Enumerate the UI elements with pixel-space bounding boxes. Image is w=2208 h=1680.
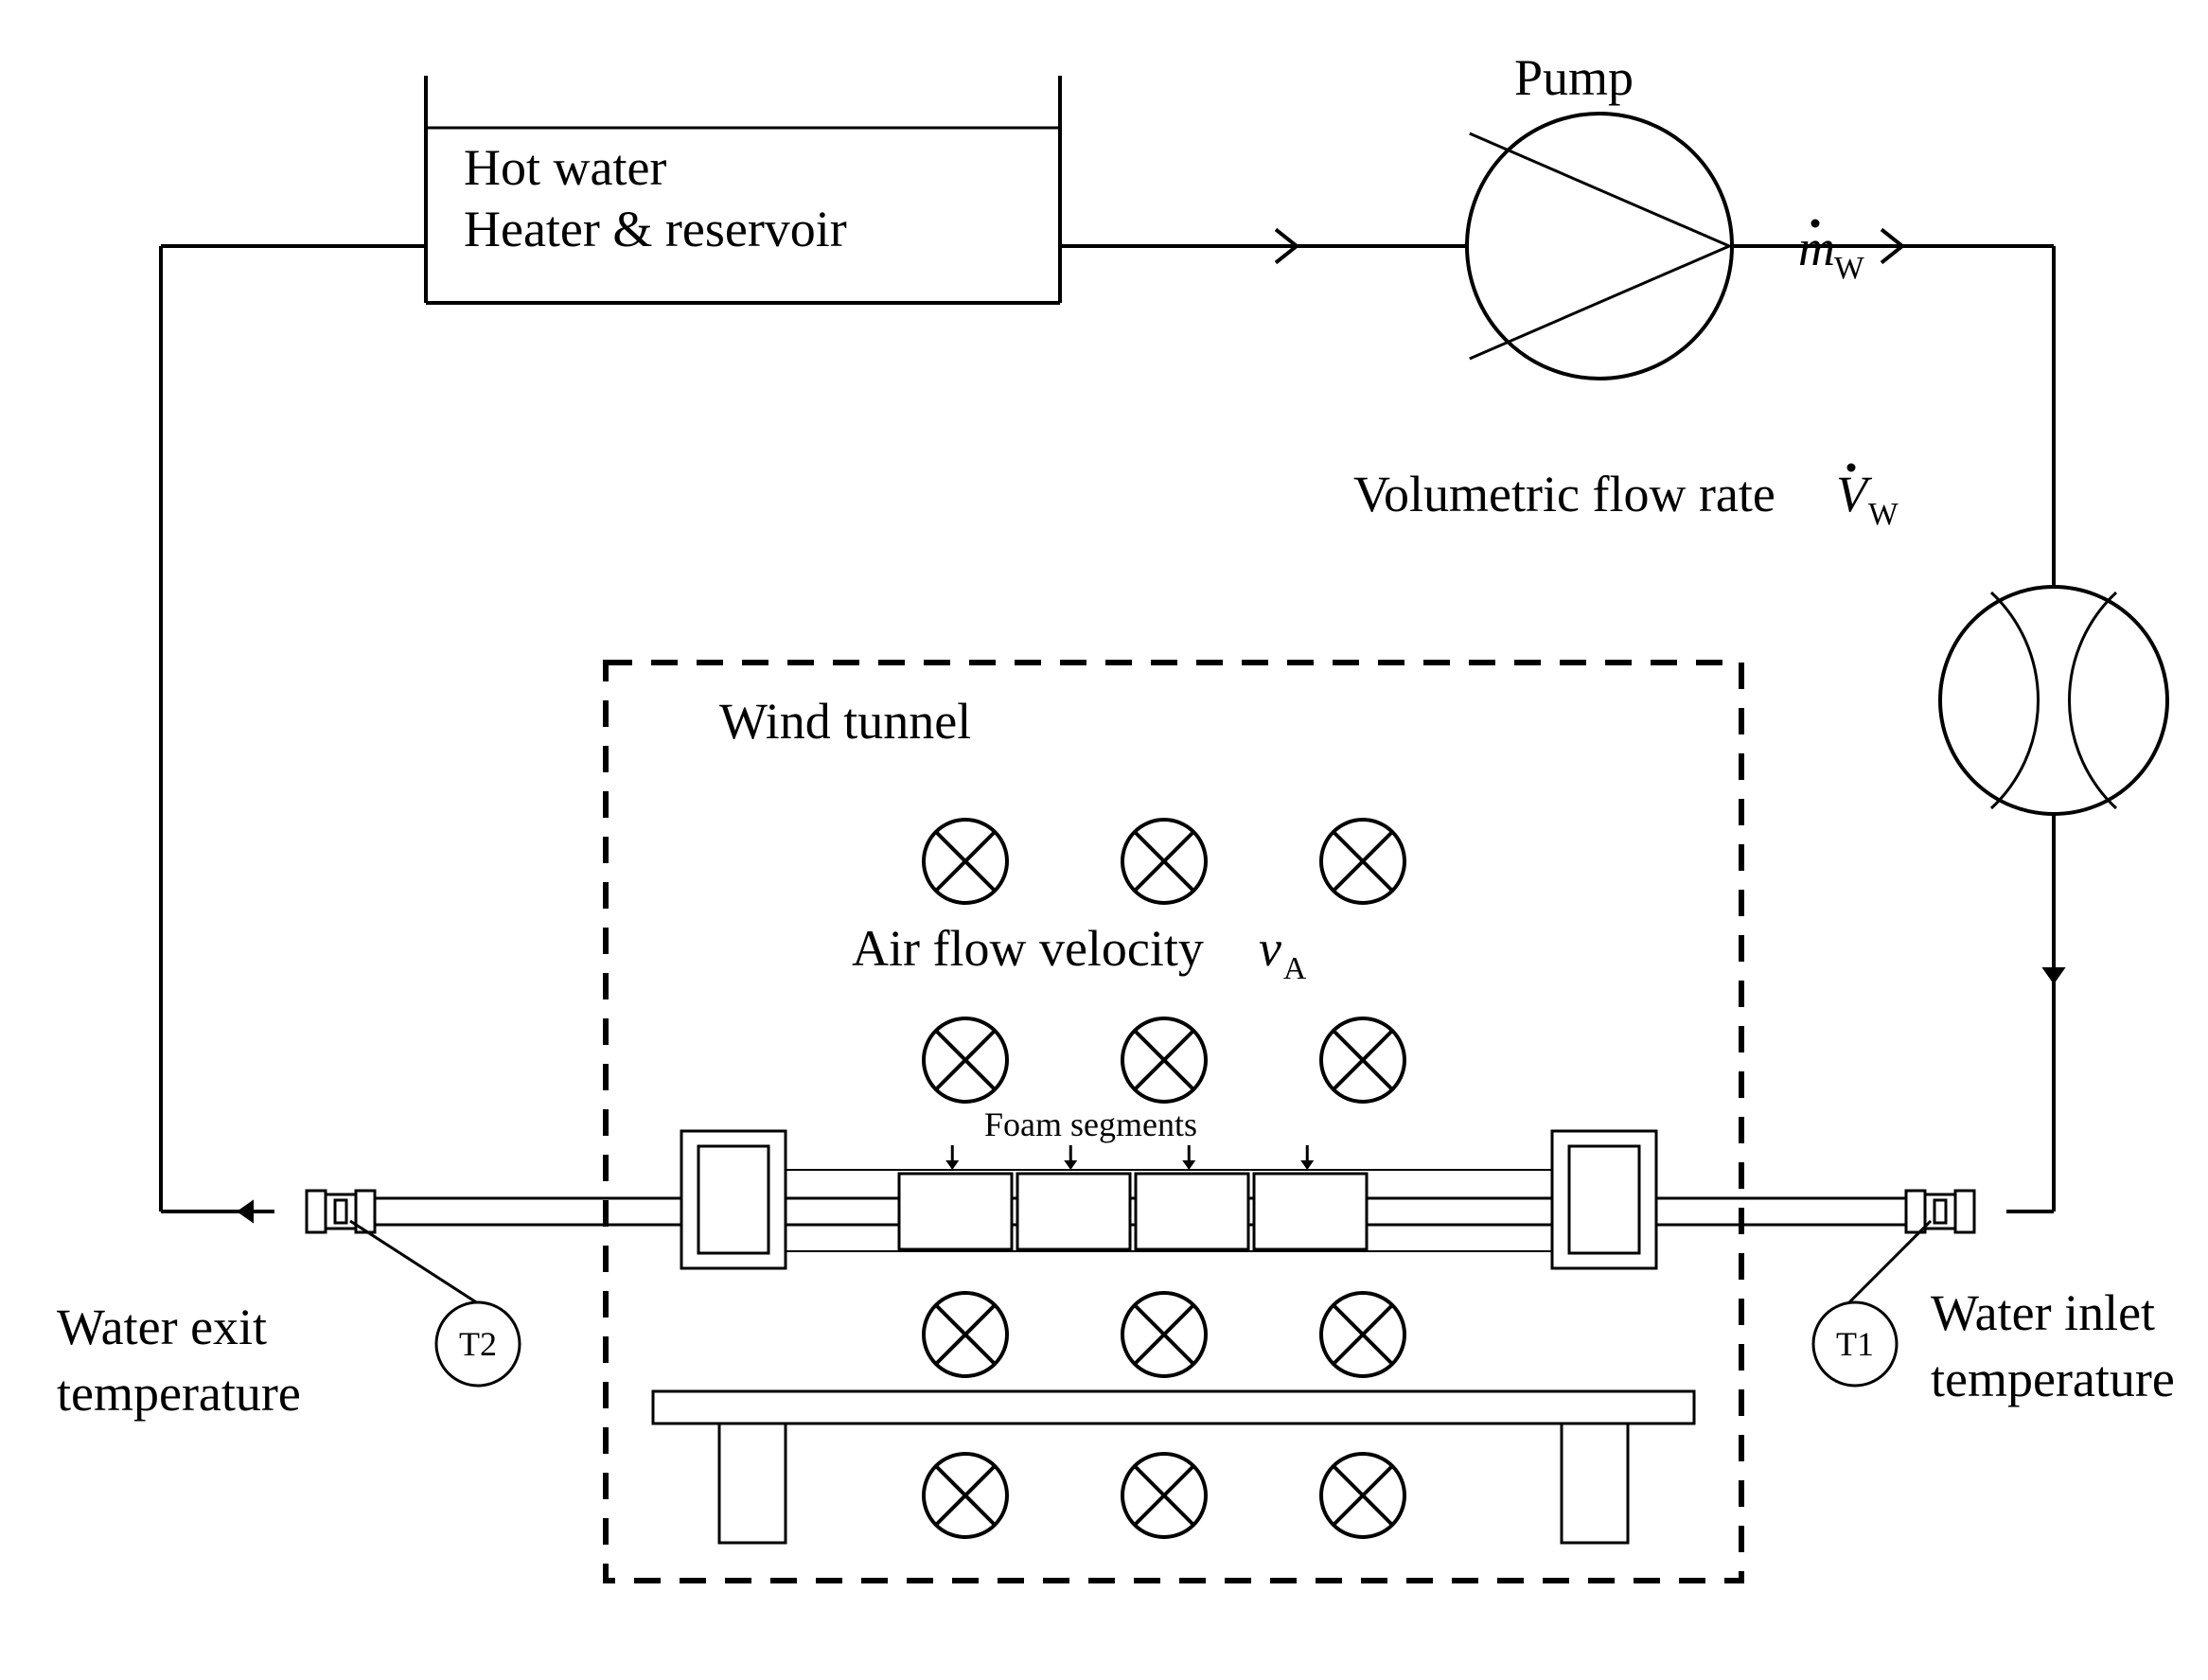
foam-label: Foam segments: [984, 1105, 1197, 1143]
water-exit-2: temperature: [57, 1365, 301, 1422]
mass-flow-sub: W: [1834, 251, 1864, 286]
air-flow-text: Air flow velocity: [852, 920, 1204, 977]
water-inlet-2: temperature: [1931, 1351, 2175, 1407]
vol-flow-sub: W: [1868, 497, 1899, 532]
reservoir-label-1: Hot water: [464, 139, 666, 196]
pump-label: Pump: [1514, 49, 1634, 106]
wind-tunnel-label: Wind tunnel: [719, 693, 971, 750]
reservoir-label-2: Heater & reservoir: [464, 201, 847, 257]
vol-flow-text: Volumetric flow rate: [1353, 466, 1775, 522]
t2-label: T2: [459, 1325, 497, 1363]
water-exit-1: Water exit: [57, 1299, 267, 1355]
air-flow-sub: A: [1283, 951, 1306, 986]
air-flow-v: v: [1259, 920, 1281, 977]
water-inlet-1: Water inlet: [1931, 1284, 2155, 1341]
mass-flow-label: m: [1798, 220, 1835, 276]
t1-label: T1: [1836, 1325, 1874, 1363]
